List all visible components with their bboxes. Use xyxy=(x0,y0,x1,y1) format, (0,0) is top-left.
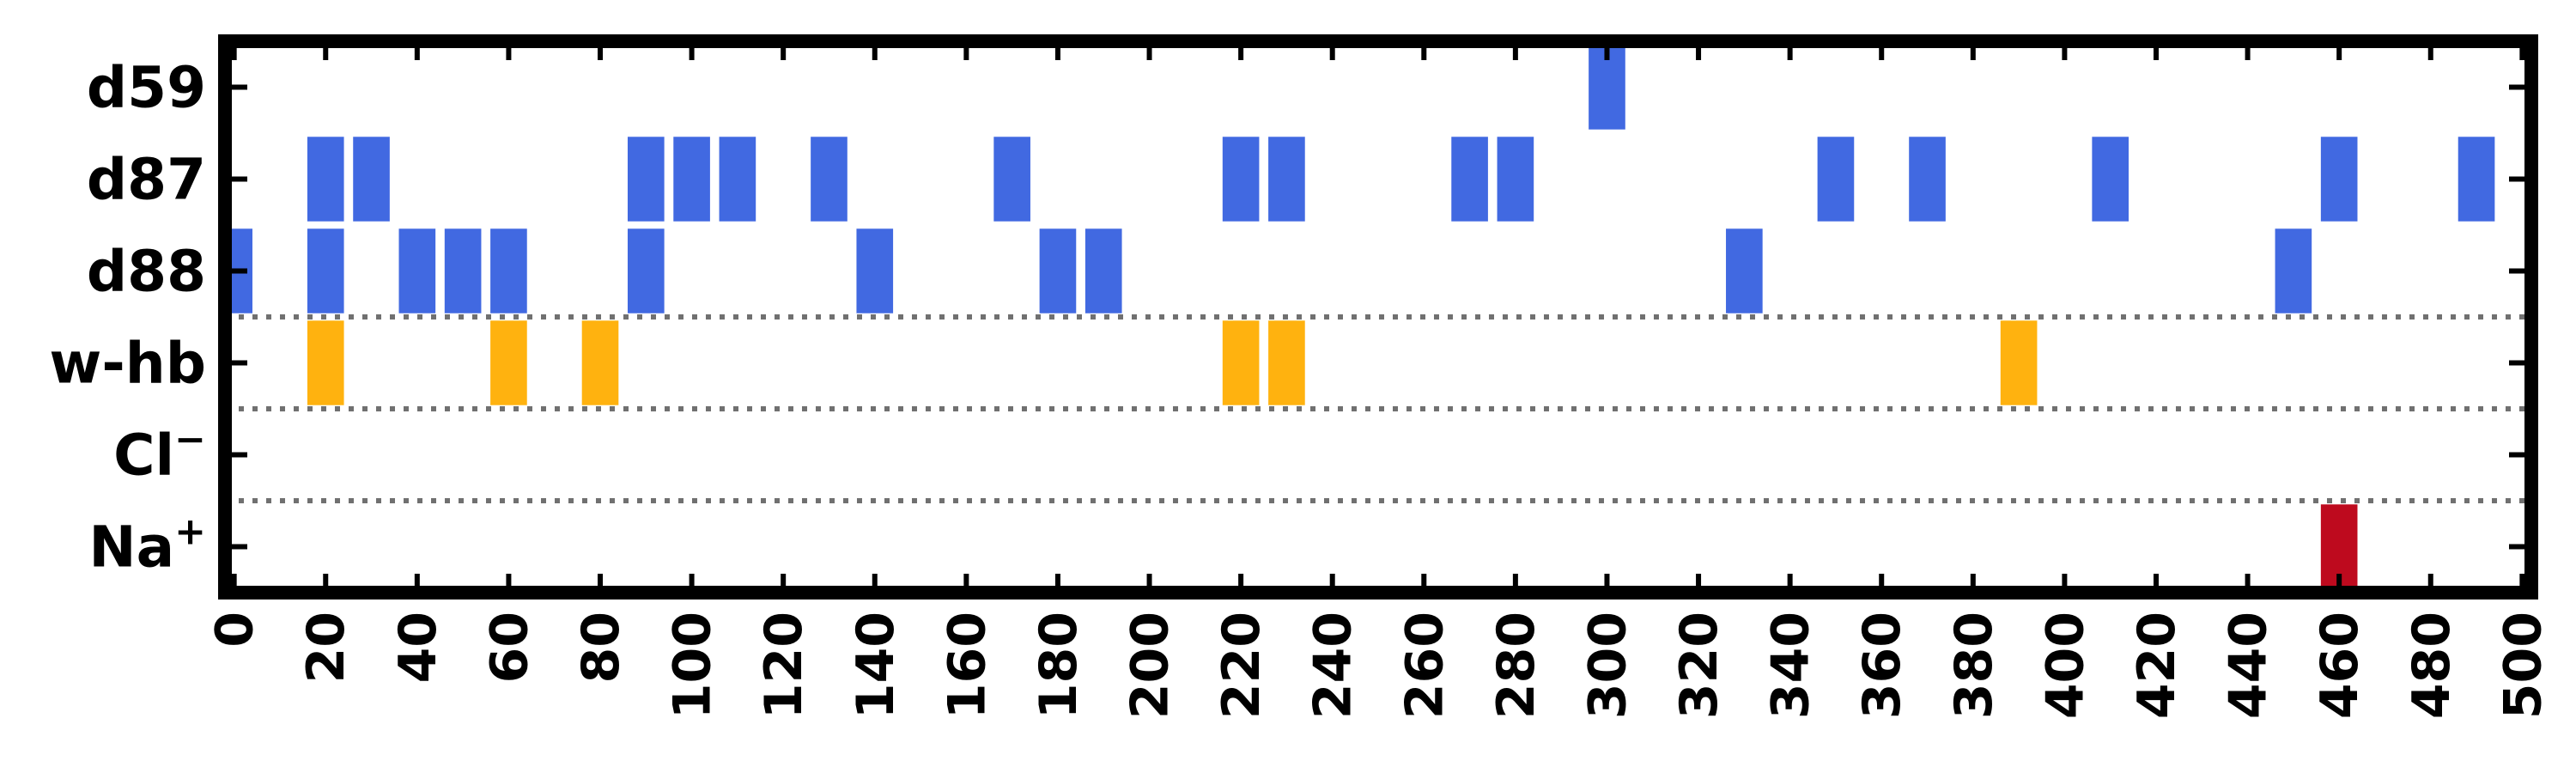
plot-frame xyxy=(218,34,2538,600)
event-bar-d87-350 xyxy=(1817,137,1855,222)
x-label-500: 500 xyxy=(2493,612,2553,719)
x-tick-labels: 0 20 40 60 80 100 120 140 160 180 200 220 240 260 280 3… xyxy=(205,612,2554,719)
event-bar-w-hb-390 xyxy=(2000,320,2038,405)
x-label-460: 460 xyxy=(2310,612,2370,719)
y-label-d87: d87 xyxy=(87,147,206,213)
event-bar-d87-170 xyxy=(993,137,1030,222)
x-label-80: 80 xyxy=(571,612,631,684)
x-label-220: 220 xyxy=(1212,612,1272,719)
event-bar-d87-220 xyxy=(1222,137,1260,222)
event-bar-d87-370 xyxy=(1909,137,1946,222)
x-label-120: 120 xyxy=(754,612,814,719)
event-bar-d88-450 xyxy=(2275,228,2312,313)
event-bar-w-hb-220 xyxy=(1222,320,1260,405)
x-label-40: 40 xyxy=(388,612,448,684)
event-bar-d88-60 xyxy=(490,228,527,313)
x-label-160: 160 xyxy=(937,612,997,719)
event-bar-w-hb-80 xyxy=(581,320,619,405)
event-bar-d87-270 xyxy=(1451,137,1488,222)
x-label-360: 360 xyxy=(1852,612,1912,719)
x-label-20: 20 xyxy=(296,612,356,684)
y-label-cl: Cl− xyxy=(113,418,206,489)
event-bar-d87-130 xyxy=(811,137,848,222)
y-label-na: Na+ xyxy=(88,510,206,581)
event-bar-d87-460 xyxy=(2320,137,2358,222)
x-label-420: 420 xyxy=(2127,612,2187,719)
row-separators xyxy=(225,314,2531,503)
event-bar-d88-50 xyxy=(444,228,482,313)
x-label-380: 380 xyxy=(1944,612,2004,719)
x-label-0: 0 xyxy=(205,612,265,648)
event-bar-d87-20 xyxy=(307,137,344,222)
x-label-100: 100 xyxy=(663,612,723,719)
y-label-w-hb: w-hb xyxy=(49,331,206,397)
event-bar-w-hb-230 xyxy=(1268,320,1305,405)
event-bar-d87-90 xyxy=(627,137,665,222)
event-bar-d87-280 xyxy=(1497,137,1534,222)
x-label-440: 440 xyxy=(2219,612,2279,719)
event-bar-d87-30 xyxy=(353,137,390,222)
y-label-d59: d59 xyxy=(87,55,206,121)
x-label-400: 400 xyxy=(2035,612,2095,719)
event-bar-d87-110 xyxy=(719,137,756,222)
x-label-180: 180 xyxy=(1029,612,1089,719)
y-label-d88: d88 xyxy=(87,239,206,305)
x-label-200: 200 xyxy=(1121,612,1181,719)
event-bar-d87-410 xyxy=(2092,137,2129,222)
y-tick-labels: d59 d87 d88 w-hb Cl− Na+ xyxy=(49,55,206,581)
event-bar-w-hb-20 xyxy=(307,320,344,405)
event-bar-d88-40 xyxy=(398,228,436,313)
x-label-280: 280 xyxy=(1486,612,1546,719)
event-bar-d88-330 xyxy=(1726,228,1763,313)
x-label-240: 240 xyxy=(1303,612,1364,719)
event-bar-d88-90 xyxy=(627,228,665,313)
x-label-340: 340 xyxy=(1761,612,1821,719)
x-label-260: 260 xyxy=(1394,612,1455,719)
event-bar-d87-100 xyxy=(673,137,710,222)
x-label-300: 300 xyxy=(1577,612,1637,719)
x-label-140: 140 xyxy=(846,612,906,719)
event-bar-w-hb-60 xyxy=(490,320,527,405)
event-bar-d88-180 xyxy=(1039,228,1077,313)
x-label-60: 60 xyxy=(479,612,539,684)
event-bar-d88-140 xyxy=(856,228,894,313)
event-bars xyxy=(225,45,2495,589)
x-label-320: 320 xyxy=(1669,612,1729,719)
event-bar-d87-490 xyxy=(2458,137,2495,222)
event-bar-d88-20 xyxy=(307,228,344,313)
x-label-480: 480 xyxy=(2402,612,2462,719)
event-bar-d87-230 xyxy=(1268,137,1305,222)
event-bar-d88-190 xyxy=(1084,228,1122,313)
